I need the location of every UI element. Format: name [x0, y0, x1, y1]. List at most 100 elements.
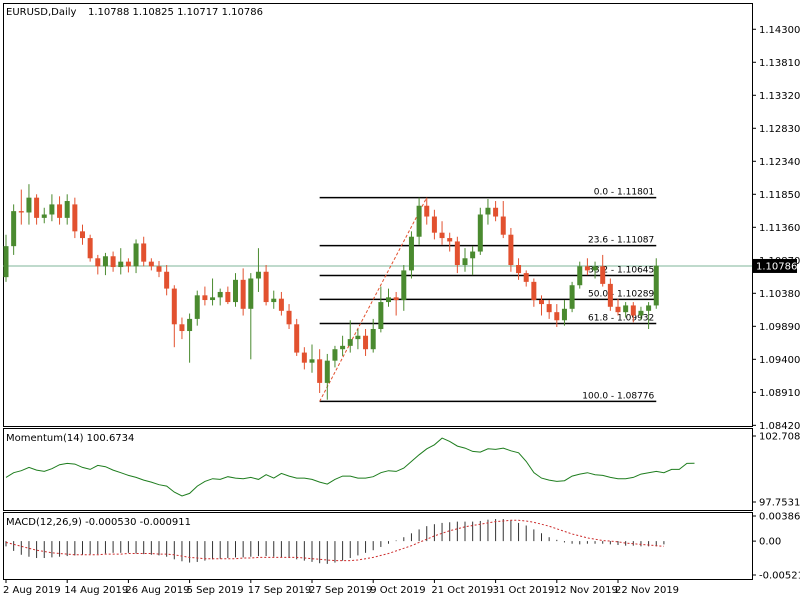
fib-level-label: 50.0 - 1.10289: [588, 289, 654, 299]
candle-body: [179, 324, 185, 332]
candle-body: [210, 297, 216, 301]
time-axis-label: 22 Nov 2019: [615, 585, 679, 596]
candle-body: [508, 234, 514, 266]
candle-body: [439, 232, 445, 239]
momentum-title: Momentum(14) 100.6734: [6, 433, 134, 444]
candle-body: [309, 359, 315, 363]
momentum-line: [5, 437, 695, 497]
candle-body: [332, 349, 338, 361]
time-axis-label: 14 Aug 2019: [64, 585, 128, 596]
candle-body: [255, 271, 261, 279]
candle-body: [11, 211, 17, 247]
price-axis-label: 1.08910: [759, 388, 800, 399]
candle-body: [64, 201, 70, 218]
macd-axis-label: -0.00521: [759, 571, 800, 582]
macd-panel-frame: [3, 512, 753, 580]
macd-title: MACD(12,26,9) -0.000530 -0.000911: [6, 517, 191, 528]
candle-body: [607, 283, 613, 307]
candle-body: [577, 266, 583, 286]
fib-level-label: 38.2 - 1.10645: [588, 265, 654, 275]
candle-body: [378, 302, 384, 330]
price-axis-label: 1.12340: [759, 157, 800, 168]
candle-body: [416, 205, 422, 237]
price-axis-label: 1.14300: [759, 25, 800, 36]
candle-body: [493, 207, 499, 217]
time-axis-label: 9 Oct 2019: [370, 585, 425, 596]
time-axis-label: 26 Aug 2019: [125, 585, 189, 596]
candle-body: [156, 266, 162, 272]
candle-body: [171, 288, 177, 325]
candle-body: [531, 281, 537, 301]
candle-body: [592, 266, 598, 271]
candle-body: [393, 297, 399, 301]
time-axis-label: 12 Nov 2019: [554, 585, 618, 596]
time-axis-label: 27 Sep 2019: [309, 585, 372, 596]
candle-body: [386, 297, 391, 303]
price-axis-label: 1.08420: [759, 421, 800, 432]
candle-body: [462, 258, 468, 266]
candle-body: [34, 197, 40, 218]
time-axis-label: 17 Sep 2019: [248, 585, 311, 596]
candle-body: [363, 335, 369, 350]
candle-body: [561, 308, 567, 321]
candle-body: [80, 231, 85, 239]
candle-body: [110, 256, 116, 268]
candle-body: [49, 204, 55, 215]
current-price-tag-label: 1.10786: [756, 261, 797, 272]
candle-body: [3, 246, 9, 278]
candle-body: [500, 216, 506, 235]
candle-body: [187, 318, 193, 332]
candle-body: [546, 304, 552, 313]
candle-body: [217, 291, 223, 298]
price-axis-label: 1.12830: [759, 124, 800, 135]
candle-body: [340, 345, 346, 350]
current-price-tag: [753, 258, 797, 273]
candle-body: [118, 261, 124, 268]
candle-body: [72, 204, 78, 232]
candle-body: [248, 278, 254, 309]
candle-body: [271, 298, 277, 303]
price-axis-label: 1.09400: [759, 355, 800, 366]
candle-body: [516, 265, 522, 274]
candle-body: [278, 298, 284, 311]
candle-body: [95, 258, 101, 267]
candle-body: [401, 270, 407, 301]
candle-body: [370, 329, 376, 350]
fib-level-label: 23.6 - 1.11087: [588, 236, 654, 246]
fib-trendline: [319, 197, 428, 402]
time-axis-label: 5 Sep 2019: [187, 585, 244, 596]
candle-body: [615, 306, 621, 313]
candle-body: [408, 236, 414, 271]
momentum-axis-label: 97.7531: [759, 498, 800, 509]
candle-body: [355, 335, 361, 340]
candle-body: [470, 251, 476, 259]
macd-axis-label: 0.003862: [759, 512, 800, 523]
candle-body: [653, 265, 659, 306]
candle-body: [539, 300, 544, 305]
time-axis-label: 2 Aug 2019: [3, 585, 61, 596]
main-panel-frame: [3, 3, 753, 427]
candle-body: [286, 310, 292, 325]
ohlc-readout: 1.10788 1.10825 1.10717 1.10786: [88, 7, 263, 18]
price-axis-label: 1.11850: [759, 190, 800, 201]
candle-body: [240, 279, 246, 309]
time-axis-label: 21 Oct 2019: [431, 585, 493, 596]
candle-body: [477, 214, 483, 252]
price-axis-label: 1.11360: [759, 223, 800, 234]
candle-body: [454, 241, 460, 266]
candle-body: [41, 214, 47, 218]
candle-body: [194, 295, 200, 319]
candle-body: [431, 216, 437, 233]
macd-axis-label: 0.00: [759, 537, 781, 548]
candle-body: [600, 266, 606, 284]
candle-body: [202, 295, 208, 301]
candle-body: [485, 207, 491, 215]
candle-body: [233, 279, 238, 303]
candle-body: [26, 197, 32, 213]
price-axis-label: 1.09890: [759, 322, 800, 333]
price-axis-label: 1.13810: [759, 58, 800, 69]
candle-body: [646, 305, 652, 311]
candle-body: [317, 359, 323, 383]
candle-body: [630, 305, 636, 316]
